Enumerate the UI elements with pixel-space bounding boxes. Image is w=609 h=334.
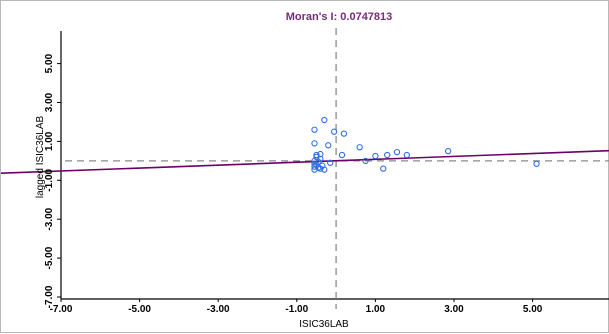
data-point [321, 166, 328, 173]
data-point [444, 147, 452, 155]
chart-title: Moran's I: 0.0747813 [286, 11, 393, 23]
x-tick-labels: -7.00 -5.00 -3.00 -1.00 1.00 3.00 5.00 [50, 299, 543, 315]
data-point [327, 159, 334, 166]
data-point [317, 150, 324, 158]
y-tick-label: 3.00 [44, 92, 55, 112]
data-point [311, 163, 318, 170]
y-axis-label: lagged ISIC36LAB [35, 115, 46, 198]
data-point [311, 126, 318, 133]
y-tick-label: -1.00 [44, 168, 55, 191]
data-point [325, 142, 332, 149]
axes [60, 31, 609, 300]
points-group [311, 116, 540, 173]
x-tick-label: -7.00 [50, 304, 73, 315]
data-point [321, 116, 328, 124]
data-point [340, 130, 348, 137]
data-point [330, 128, 338, 135]
data-point [403, 151, 410, 159]
data-point [533, 160, 540, 167]
y-tick-label: -5.00 [44, 246, 55, 269]
data-point [393, 148, 401, 156]
data-point [356, 144, 363, 151]
regression-line [1, 149, 609, 175]
x-axis-label: ISIC36LAB [299, 319, 349, 330]
x-tick-label: 3.00 [444, 304, 464, 315]
data-point [338, 151, 346, 159]
data-point [362, 157, 369, 164]
y-tick-label: -7.00 [44, 285, 55, 308]
y-tick-label: 5.00 [44, 53, 55, 73]
data-point [384, 151, 391, 159]
y-tick-label: -3.00 [44, 207, 55, 230]
y-tick-label: 1.00 [44, 131, 55, 151]
x-tick-label: 1.00 [366, 304, 386, 315]
x-tick-label: -5.00 [128, 304, 151, 315]
y-tick-labels: -7.00 -5.00 -3.00 -1.00 1.00 3.00 5.00 [44, 53, 61, 308]
regression-group [1, 149, 609, 175]
data-point [311, 140, 318, 147]
data-point [380, 165, 387, 172]
x-tick-label: -1.00 [285, 304, 308, 315]
reference-lines [65, 28, 609, 309]
data-point [372, 152, 379, 160]
x-tick-label: -3.00 [207, 304, 230, 315]
data-point [313, 151, 320, 159]
x-tick-label: 5.00 [523, 304, 543, 315]
